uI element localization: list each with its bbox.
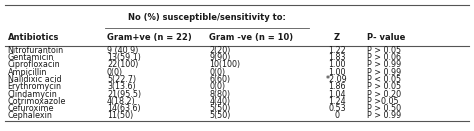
Text: P > 0.99: P > 0.99 <box>367 60 401 69</box>
Text: P- value: P- value <box>367 33 405 42</box>
Text: 5(50): 5(50) <box>209 111 230 120</box>
Text: P < 0.05: P < 0.05 <box>367 75 401 84</box>
Text: Ciprofloxacin: Ciprofloxacin <box>8 60 60 69</box>
Text: Gram -ve (n = 10): Gram -ve (n = 10) <box>209 33 293 42</box>
Text: P > 0.20: P > 0.20 <box>367 89 401 99</box>
Text: P > 0.50: P > 0.50 <box>367 104 401 113</box>
Text: P > 0.99: P > 0.99 <box>367 111 401 120</box>
Text: Z: Z <box>334 33 340 42</box>
Text: 5(22.7): 5(22.7) <box>107 75 136 84</box>
Text: 9 (40.9): 9 (40.9) <box>107 46 138 55</box>
Text: 8(80): 8(80) <box>209 89 230 99</box>
Text: 1.83: 1.83 <box>328 53 346 62</box>
Text: Antibiotics: Antibiotics <box>8 33 59 42</box>
Text: Cotrimoxazole: Cotrimoxazole <box>8 97 66 106</box>
Text: 0.53: 0.53 <box>328 104 346 113</box>
Text: 0(0): 0(0) <box>209 82 225 91</box>
Text: Erythromycin: Erythromycin <box>8 82 62 91</box>
Text: 1.86: 1.86 <box>328 82 346 91</box>
Text: 22(100): 22(100) <box>107 60 138 69</box>
Text: 11(50): 11(50) <box>107 111 133 120</box>
Text: 5(50): 5(50) <box>209 104 230 113</box>
Text: 14(63.6): 14(63.6) <box>107 104 141 113</box>
Text: 6(60): 6(60) <box>209 75 230 84</box>
Text: 1.24: 1.24 <box>328 97 346 106</box>
Text: Clindamycin: Clindamycin <box>8 89 57 99</box>
Text: *2.09: *2.09 <box>326 75 348 84</box>
Text: 0(0): 0(0) <box>107 68 123 77</box>
Text: 4(40): 4(40) <box>209 97 230 106</box>
Text: 1.00: 1.00 <box>328 68 346 77</box>
Text: 1.04: 1.04 <box>328 89 346 99</box>
Text: 2(20): 2(20) <box>209 46 230 55</box>
Text: 0(0): 0(0) <box>209 68 225 77</box>
Text: Nalidixic acid: Nalidixic acid <box>8 75 61 84</box>
Text: P > 0.05: P > 0.05 <box>367 46 401 55</box>
Text: Nitrofurantoin: Nitrofurantoin <box>8 46 64 55</box>
Text: Cephalexin: Cephalexin <box>8 111 53 120</box>
Text: 21(95.5): 21(95.5) <box>107 89 141 99</box>
Text: 0: 0 <box>334 111 339 120</box>
Text: Gram+ve (n = 22): Gram+ve (n = 22) <box>107 33 191 42</box>
Text: P > 0.05: P > 0.05 <box>367 82 401 91</box>
Text: No (%) susceptible/sensitivity to:: No (%) susceptible/sensitivity to: <box>128 13 286 22</box>
Text: 13(59.1): 13(59.1) <box>107 53 141 62</box>
Text: P >0.05: P >0.05 <box>367 97 399 106</box>
Text: Gentamicin: Gentamicin <box>8 53 54 62</box>
Text: 3(13.6): 3(13.6) <box>107 82 136 91</box>
Text: 1.22: 1.22 <box>328 46 346 55</box>
Text: 10(100): 10(100) <box>209 60 240 69</box>
Text: 9(90): 9(90) <box>209 53 230 62</box>
Text: 4(18.2): 4(18.2) <box>107 97 136 106</box>
Text: 1.00: 1.00 <box>328 60 346 69</box>
Text: Cefuroxime: Cefuroxime <box>8 104 54 113</box>
Text: P > 0.99: P > 0.99 <box>367 68 401 77</box>
Text: P > 0.06: P > 0.06 <box>367 53 401 62</box>
Text: Ampicillin: Ampicillin <box>8 68 47 77</box>
